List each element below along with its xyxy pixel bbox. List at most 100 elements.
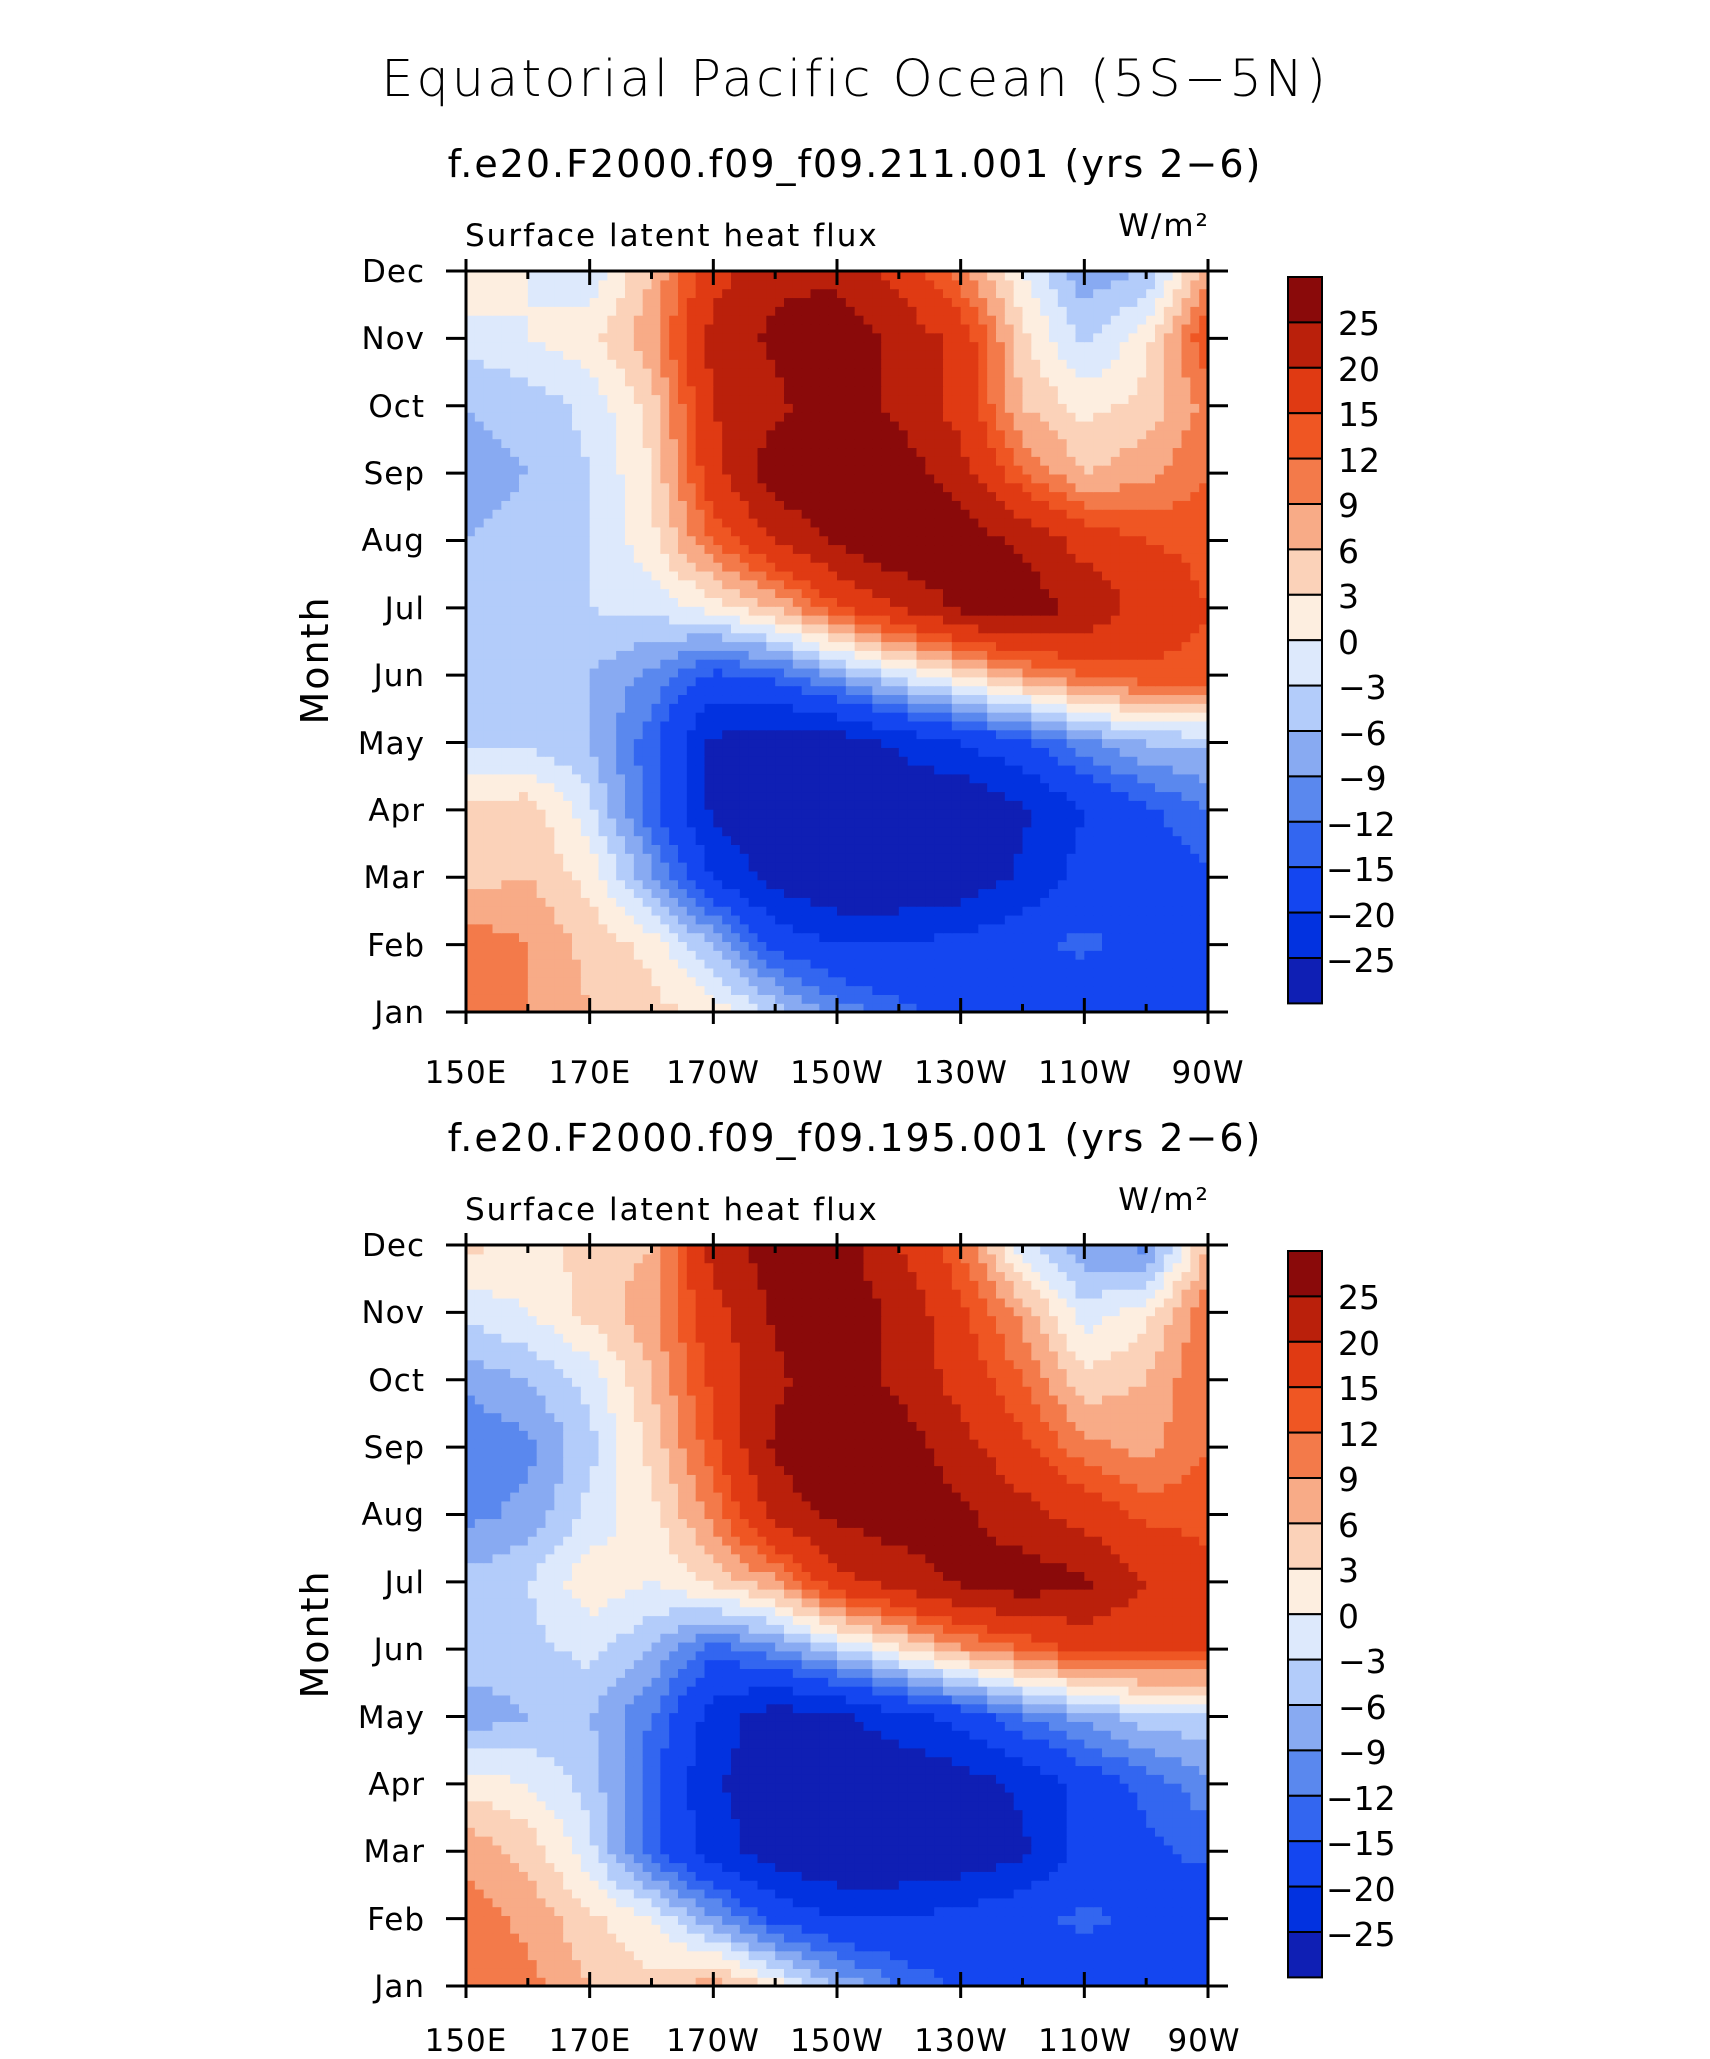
contour-cell <box>916 923 926 934</box>
contour-cell <box>545 729 555 740</box>
contour-cell <box>1155 570 1165 581</box>
contour-cell <box>563 897 573 907</box>
contour-cell <box>527 862 538 872</box>
contour-cell <box>731 720 741 731</box>
contour-cell <box>704 650 714 660</box>
contour-cell <box>1102 526 1112 537</box>
contour-cell <box>1110 835 1121 845</box>
contour-cell <box>554 650 564 660</box>
contour-cell <box>572 853 582 863</box>
contour-cell <box>775 712 785 722</box>
contour-cell <box>554 738 564 748</box>
contour-cell <box>1137 712 1147 722</box>
contour-cell <box>748 720 759 731</box>
contour-cell <box>554 765 564 775</box>
contour-cell <box>969 844 979 854</box>
contour-cell <box>616 712 626 722</box>
contour-cell <box>678 870 688 881</box>
contour-cell <box>951 562 962 572</box>
contour-cell <box>1084 914 1094 925</box>
contour-cell <box>669 826 679 837</box>
contour-cell <box>589 588 600 598</box>
contour-cell <box>713 756 723 766</box>
contour-cell <box>1163 491 1174 501</box>
contour-cell <box>969 976 979 987</box>
contour-cell <box>1199 791 1209 801</box>
contour-cell <box>1075 985 1085 995</box>
contour-cell <box>810 914 820 925</box>
contour-cell <box>1190 685 1200 696</box>
contour-cell <box>713 959 723 969</box>
contour-cell <box>1093 712 1103 722</box>
contour-cell <box>1163 879 1174 890</box>
contour-cell <box>572 897 582 907</box>
contour-cell <box>686 976 697 987</box>
contour-cell <box>863 1003 873 1013</box>
contour-cell <box>872 703 882 713</box>
contour-cell <box>1093 756 1103 766</box>
contour-cell <box>474 888 485 898</box>
contour-cell <box>563 703 573 713</box>
contour-cell <box>1163 659 1174 669</box>
contour-cell <box>651 782 661 793</box>
contour-cell <box>757 694 767 704</box>
contour-cell <box>1084 676 1094 687</box>
contour-cell <box>978 853 988 863</box>
contour-cell <box>536 756 547 766</box>
contour-cell <box>775 976 785 987</box>
contour-cell <box>1146 800 1156 810</box>
contour-cell <box>845 659 856 669</box>
contour-cell <box>1013 500 1024 510</box>
contour-cell <box>527 844 538 854</box>
contour-cell <box>987 1003 997 1013</box>
contour-cell <box>1155 562 1165 572</box>
contour-cell <box>1199 553 1209 563</box>
contour-cell <box>563 579 573 590</box>
contour-cell <box>934 1003 944 1013</box>
contour-cell <box>633 623 644 634</box>
contour-cell <box>580 597 591 607</box>
contour-cell <box>969 632 979 643</box>
contour-cell <box>1084 862 1094 872</box>
contour-cell <box>1190 897 1200 907</box>
contour-cell <box>872 765 882 775</box>
contour-cell <box>1137 756 1147 766</box>
contour-cell <box>660 853 670 863</box>
contour-cell <box>527 518 538 528</box>
contour-cell <box>1004 544 1015 554</box>
contour-cell <box>1066 667 1077 678</box>
contour-cell <box>996 526 1006 537</box>
contour-cell <box>881 518 891 528</box>
contour-cell <box>1066 588 1077 598</box>
contour-cell <box>713 941 723 951</box>
contour-cell <box>792 615 803 625</box>
contour-cell <box>1066 703 1077 713</box>
contour-cell <box>810 1003 820 1013</box>
contour-cell <box>916 914 926 925</box>
contour-cell <box>642 862 653 872</box>
contour-cell <box>987 800 997 810</box>
contour-cell <box>466 800 476 810</box>
contour-cell <box>890 597 900 607</box>
contour-cell <box>713 720 723 731</box>
contour-cell <box>572 756 582 766</box>
contour-cell <box>819 562 829 572</box>
contour-cell <box>784 650 794 660</box>
contour-cell <box>775 562 785 572</box>
contour-cell <box>1057 932 1068 943</box>
contour-cell <box>466 994 476 1004</box>
contour-cell <box>1163 703 1174 713</box>
contour-cell <box>1049 720 1059 731</box>
contour-cell <box>1137 809 1147 819</box>
contour-cell <box>775 491 785 501</box>
contour-cell <box>854 906 865 916</box>
contour-cell <box>519 747 529 757</box>
contour-cell <box>1093 729 1103 740</box>
contour-cell <box>686 685 697 696</box>
contour-cell <box>969 888 979 898</box>
contour-cell <box>651 888 661 898</box>
contour-cell <box>810 720 820 731</box>
contour-cell <box>695 914 706 925</box>
contour-cell <box>1040 579 1050 590</box>
contour-cell <box>1031 906 1041 916</box>
